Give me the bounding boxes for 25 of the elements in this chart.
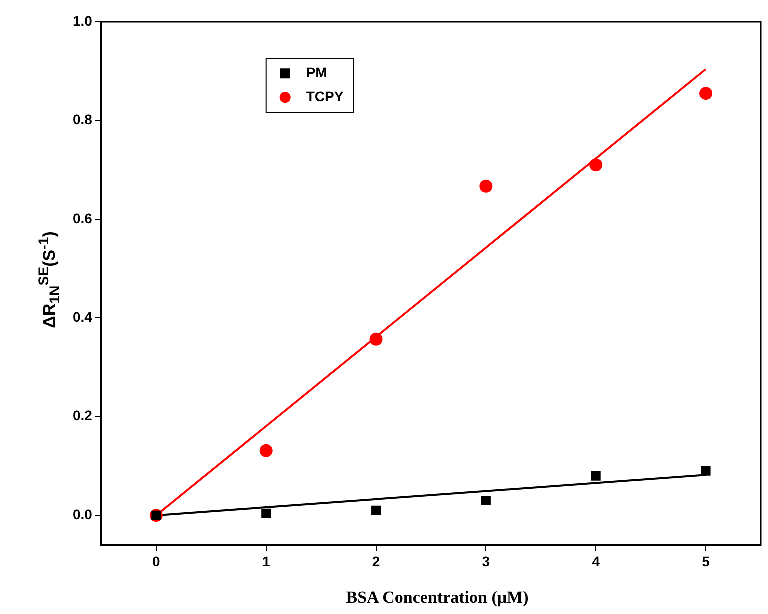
x-tick-label: 1 [262, 553, 270, 570]
y-tick-label: 0.0 [72, 506, 93, 522]
x-tick-label: 4 [592, 553, 600, 570]
legend-label: TCPY [306, 88, 344, 104]
point [370, 332, 383, 346]
y-tick-label: 0.8 [72, 112, 93, 128]
y-tick-label: 0.6 [72, 210, 93, 226]
x-tick-label: 2 [372, 553, 380, 570]
point [701, 466, 711, 476]
point [262, 508, 272, 518]
point [372, 506, 382, 516]
point [590, 158, 603, 172]
x-axis-title: BSA Concentration (μM) [345, 588, 530, 608]
y-tick-label: 0.4 [72, 309, 93, 326]
point [260, 444, 273, 458]
x-tick-label: 3 [482, 553, 490, 570]
legend-label: PM [306, 64, 328, 80]
point [480, 180, 493, 193]
x-tick-label: 5 [702, 553, 710, 570]
x-tick-label: 0 [152, 553, 161, 570]
y-tick-label: 0.2 [72, 408, 93, 424]
y-tick-label: 1.0 [72, 12, 93, 29]
point [591, 471, 601, 481]
point [700, 87, 713, 100]
point [481, 496, 491, 506]
